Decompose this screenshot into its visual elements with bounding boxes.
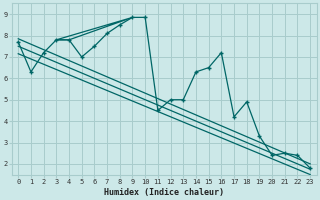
X-axis label: Humidex (Indice chaleur): Humidex (Indice chaleur) <box>104 188 224 197</box>
